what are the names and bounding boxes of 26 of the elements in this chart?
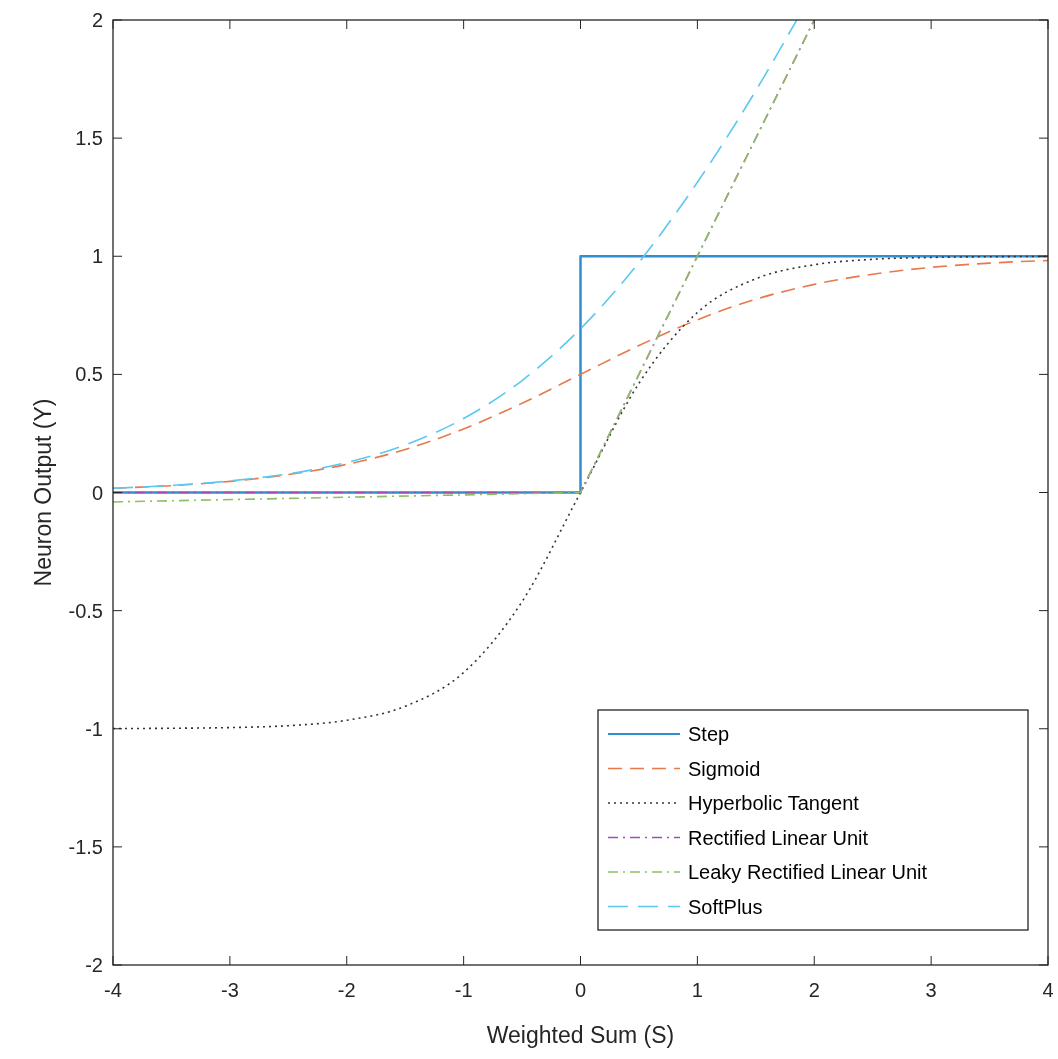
x-tick-label: 0 — [574, 979, 587, 1001]
y-tick-label: 1 — [91, 245, 103, 268]
legend-label: Step — [688, 723, 730, 745]
legend-label: SoftPlus — [688, 895, 763, 918]
y-tick-label: -2 — [85, 954, 103, 976]
x-tick-label: 1 — [691, 979, 703, 1001]
y-tick-label: 0 — [91, 481, 103, 504]
y-tick-label: -1.5 — [68, 835, 103, 858]
x-tick-label: -3 — [220, 979, 239, 1001]
y-tick-label: -1 — [85, 717, 103, 740]
x-tick-label: 4 — [1042, 979, 1054, 1001]
x-tick-label: 3 — [925, 979, 937, 1001]
legend-label: Rectified Linear Unit — [688, 826, 869, 849]
x-tick-label: 2 — [808, 979, 820, 1001]
legend-label: Leaky Rectified Linear Unit — [688, 861, 928, 883]
y-axis-title: Neuron Output (Y) — [30, 398, 56, 587]
y-tick-label: -0.5 — [68, 599, 103, 622]
y-tick-label: 2 — [91, 9, 103, 31]
legend-label: Hyperbolic Tangent — [688, 792, 860, 814]
x-axis-title: Weighted Sum (S) — [486, 1022, 675, 1048]
x-tick-label: -2 — [337, 979, 356, 1001]
legend-label: Sigmoid — [688, 757, 761, 780]
x-tick-label: -1 — [454, 979, 473, 1001]
y-tick-label: 0.5 — [75, 363, 103, 386]
y-tick-label: 1.5 — [75, 127, 103, 150]
x-tick-label: -4 — [104, 979, 122, 1001]
